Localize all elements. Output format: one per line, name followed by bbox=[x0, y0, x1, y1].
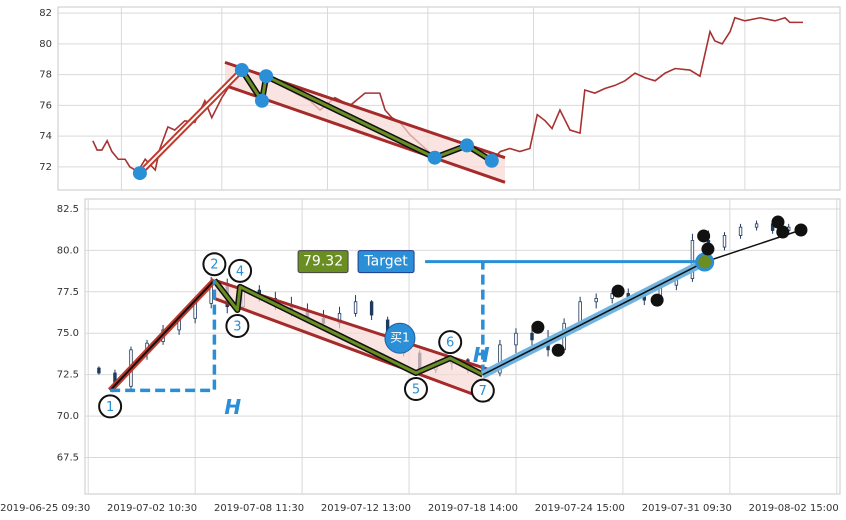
pivot-label: 5 bbox=[412, 383, 420, 398]
plot-area bbox=[84, 198, 841, 495]
pivot-label: 2 bbox=[210, 258, 218, 273]
y-tick-label: 80.0 bbox=[57, 245, 79, 256]
target-label: Target bbox=[363, 254, 408, 270]
candle-body bbox=[369, 301, 374, 316]
y-tick-label: 77.5 bbox=[57, 287, 79, 298]
candle-body bbox=[722, 235, 727, 248]
impulse-line-core bbox=[139, 69, 243, 174]
candle-body bbox=[530, 332, 534, 341]
measure-label: H bbox=[473, 343, 490, 367]
signal-dot bbox=[794, 223, 808, 237]
x-tick-label: 2019-07-02 10:30 bbox=[107, 503, 197, 514]
pivot-label-circle bbox=[228, 258, 253, 283]
x-tick-label: 2019-07-08 11:30 bbox=[214, 503, 304, 514]
signal-dot bbox=[701, 242, 715, 256]
signal-dot bbox=[771, 215, 785, 229]
impulse-line-core bbox=[109, 279, 216, 392]
x-tick-label: 2019-07-18 14:00 bbox=[428, 503, 518, 514]
pivot-label: 6 bbox=[446, 336, 454, 351]
candle-body bbox=[578, 301, 582, 324]
candle-body bbox=[754, 223, 759, 228]
pivot-label-circle bbox=[470, 378, 495, 403]
pivot-label: 3 bbox=[233, 320, 241, 335]
y-tick-label: 80 bbox=[39, 39, 52, 50]
signal-dot bbox=[697, 229, 711, 243]
y-tick-label: 72.5 bbox=[57, 370, 79, 381]
pivot-marker bbox=[427, 150, 442, 165]
y-tick-label: 82.5 bbox=[57, 204, 79, 215]
candle-body bbox=[594, 298, 598, 303]
channel-line bbox=[213, 297, 491, 402]
candle-body bbox=[353, 301, 358, 314]
x-tick-label: 2019-07-24 15:00 bbox=[535, 503, 625, 514]
y-tick-label: 72 bbox=[39, 162, 52, 173]
trend-line bbox=[482, 261, 706, 376]
pivot-marker bbox=[259, 69, 274, 84]
y-tick-label: 70.0 bbox=[57, 411, 79, 422]
pivot-label-circle bbox=[225, 314, 250, 339]
pivot-label: 1 bbox=[106, 400, 114, 415]
target-label-box bbox=[357, 250, 415, 274]
candle-body bbox=[97, 367, 101, 374]
target-marker bbox=[695, 252, 715, 272]
signal-dot bbox=[611, 284, 625, 298]
y-tick-label: 76 bbox=[39, 100, 52, 111]
pivot-label-circle bbox=[403, 377, 428, 402]
y-tick-label: 67.5 bbox=[57, 453, 79, 464]
pivot-label-circle bbox=[98, 394, 123, 419]
pivot-label: 7 bbox=[479, 384, 487, 399]
candle-body bbox=[514, 332, 518, 346]
y-tick-label: 78 bbox=[39, 70, 52, 81]
x-tick-label: 2019-07-31 09:30 bbox=[642, 503, 732, 514]
signal-dot bbox=[650, 293, 664, 307]
x-tick-label: 2019-06-25 09:30 bbox=[0, 503, 90, 514]
y-tick-label: 74 bbox=[39, 131, 52, 142]
signal-dot bbox=[776, 225, 790, 239]
channel-line bbox=[224, 84, 506, 184]
candle-body bbox=[738, 226, 743, 236]
pivot-marker bbox=[484, 153, 499, 168]
zigzag-line bbox=[213, 279, 484, 377]
y-tick-label: 75.0 bbox=[57, 328, 79, 339]
pivot-label-circle bbox=[202, 252, 227, 277]
buy-label: 买1 bbox=[390, 331, 410, 345]
pivot-label: 4 bbox=[236, 264, 244, 279]
pivot-marker bbox=[234, 63, 249, 78]
y-tick-label: 82 bbox=[39, 8, 52, 19]
measure-label: H bbox=[224, 395, 241, 419]
target-value-box bbox=[297, 250, 349, 274]
pivot-label-circle bbox=[438, 330, 463, 355]
x-tick-label: 2019-08-02 15:00 bbox=[749, 503, 839, 514]
buy-marker bbox=[384, 322, 416, 354]
pivot-marker bbox=[132, 166, 147, 181]
signal-dot bbox=[551, 343, 565, 357]
candle-body bbox=[498, 344, 502, 374]
measure-line bbox=[110, 280, 217, 393]
pivot-marker bbox=[459, 138, 474, 153]
signal-dot bbox=[531, 320, 545, 334]
candle-body bbox=[690, 240, 695, 279]
pivot-marker bbox=[254, 93, 269, 108]
x-tick-label: 2019-07-12 13:00 bbox=[321, 503, 411, 514]
target-value: 79.32 bbox=[303, 254, 343, 270]
